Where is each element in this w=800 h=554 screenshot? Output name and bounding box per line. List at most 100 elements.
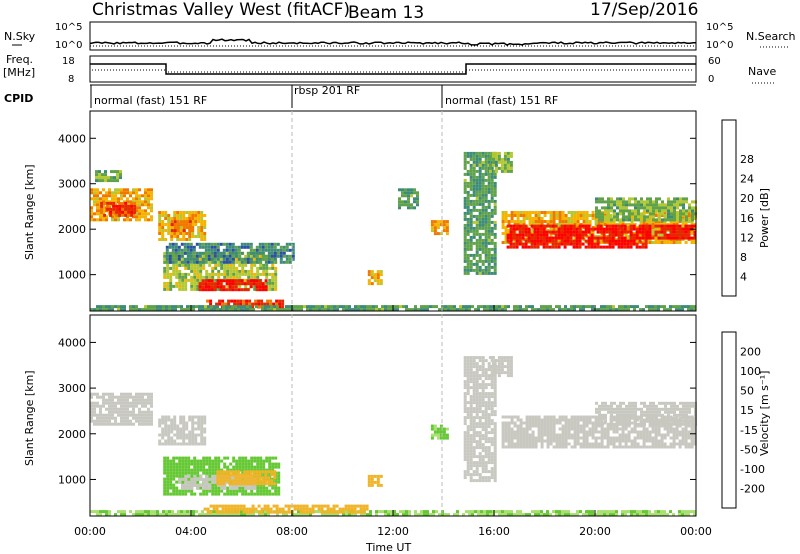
heatmap-cell [193, 456, 197, 460]
heatmap-cell [267, 248, 271, 252]
heatmap-cell [261, 285, 265, 289]
heatmap-cell [175, 284, 179, 288]
heatmap-cell [197, 232, 201, 235]
heatmap-cell [221, 504, 225, 508]
heatmap-cell [204, 279, 208, 283]
heatmap-cell [196, 281, 200, 285]
heatmap-cell [469, 157, 473, 161]
heatmap-cell [648, 220, 652, 223]
heatmap-cell [231, 251, 235, 255]
heatmap-cell [604, 200, 607, 204]
heatmap-cell [123, 413, 126, 417]
heatmap-cell [604, 206, 607, 210]
heatmap-cell [623, 224, 627, 228]
heatmap-cell [657, 230, 661, 234]
heatmap-cell [93, 188, 96, 192]
heatmap-cell [481, 371, 485, 375]
heatmap-cell [260, 507, 264, 511]
heatmap-cell [235, 260, 239, 264]
heatmap-cell [484, 205, 488, 209]
heatmap-cell [646, 200, 649, 204]
heatmap-cell [484, 211, 488, 215]
heatmap-cell [144, 422, 147, 426]
heatmap-cell [484, 229, 488, 233]
heatmap-cell [259, 254, 263, 258]
heatmap-cell [463, 247, 467, 251]
heatmap-cell [276, 251, 280, 255]
heatmap-cell [490, 271, 494, 275]
heatmap-cell [171, 257, 175, 261]
heatmap-cell [271, 462, 275, 466]
heatmap-cell [601, 215, 604, 219]
heatmap-cell [135, 395, 138, 399]
heatmap-cell [168, 305, 171, 309]
heatmap-cell [274, 480, 278, 484]
heatmap-cell [573, 238, 577, 241]
heatmap-cell [560, 227, 564, 231]
heatmap-cell [481, 196, 485, 200]
heatmap-cell [661, 212, 664, 216]
heatmap-cell [120, 305, 123, 309]
heatmap-cell [175, 489, 179, 493]
heatmap-cell [693, 233, 697, 237]
heatmap-cell [357, 305, 360, 309]
heatmap-cell [487, 211, 491, 215]
heatmap-cell [219, 473, 223, 477]
heatmap-cell [178, 477, 182, 481]
heatmap-cell [660, 223, 664, 226]
heatmap-cell [123, 392, 126, 396]
heatmap-cell [521, 227, 525, 231]
heatmap-cell [663, 233, 667, 237]
heatmap-cell [203, 214, 207, 217]
heatmap-cell [338, 507, 342, 511]
heatmap-cell [469, 371, 473, 375]
heatmap-cell [484, 169, 488, 173]
heatmap-cell [481, 226, 485, 230]
heatmap-cell [519, 223, 523, 226]
heatmap-cell [228, 479, 232, 483]
heatmap-cell [126, 191, 129, 195]
heatmap-cell [572, 224, 576, 228]
heatmap-cell [279, 260, 283, 264]
heatmap-cell [183, 242, 187, 246]
heatmap-cell [635, 242, 639, 246]
heatmap-cell [235, 483, 239, 487]
heatmap-cell [173, 220, 177, 224]
heatmap-cell [203, 430, 207, 434]
heatmap-cell [345, 510, 348, 514]
heatmap-cell [614, 227, 618, 231]
heatmap-cell [203, 418, 207, 422]
heatmap-cell [167, 223, 171, 226]
heatmap-cell [558, 241, 562, 244]
heatmap-cell [197, 214, 201, 217]
heatmap-cell [531, 229, 535, 232]
heatmap-cell [636, 513, 639, 517]
heatmap-cell [472, 268, 476, 272]
heatmap-cell [684, 230, 688, 234]
heatmap-cell [188, 235, 192, 238]
heatmap-cell [240, 242, 244, 246]
heatmap-cell [95, 179, 98, 183]
heatmap-cell [500, 157, 504, 161]
heatmap-cell [102, 413, 105, 417]
heatmap-cell [197, 424, 201, 428]
heatmap-cell [267, 470, 271, 474]
heatmap-cell [144, 203, 147, 207]
heatmap-cell [147, 194, 150, 198]
nsearch-tick-bottom: 10^0 [706, 40, 733, 51]
heatmap-cell [501, 510, 504, 514]
heatmap-cell [302, 507, 306, 511]
heatmap-cell [264, 260, 268, 264]
heatmap-cell [183, 248, 187, 252]
heatmap-cell [264, 473, 268, 477]
heatmap-cell [261, 254, 265, 258]
heatmap-cell [178, 489, 182, 493]
heatmap-cell [463, 217, 467, 221]
heatmap-cell [597, 513, 600, 517]
heatmap-cell [675, 230, 679, 234]
heatmap-cell [183, 257, 187, 261]
heatmap-cell [223, 483, 227, 487]
heatmap-cell [180, 510, 183, 514]
heatmap-cell [112, 204, 116, 208]
heatmap-cell [195, 257, 199, 261]
